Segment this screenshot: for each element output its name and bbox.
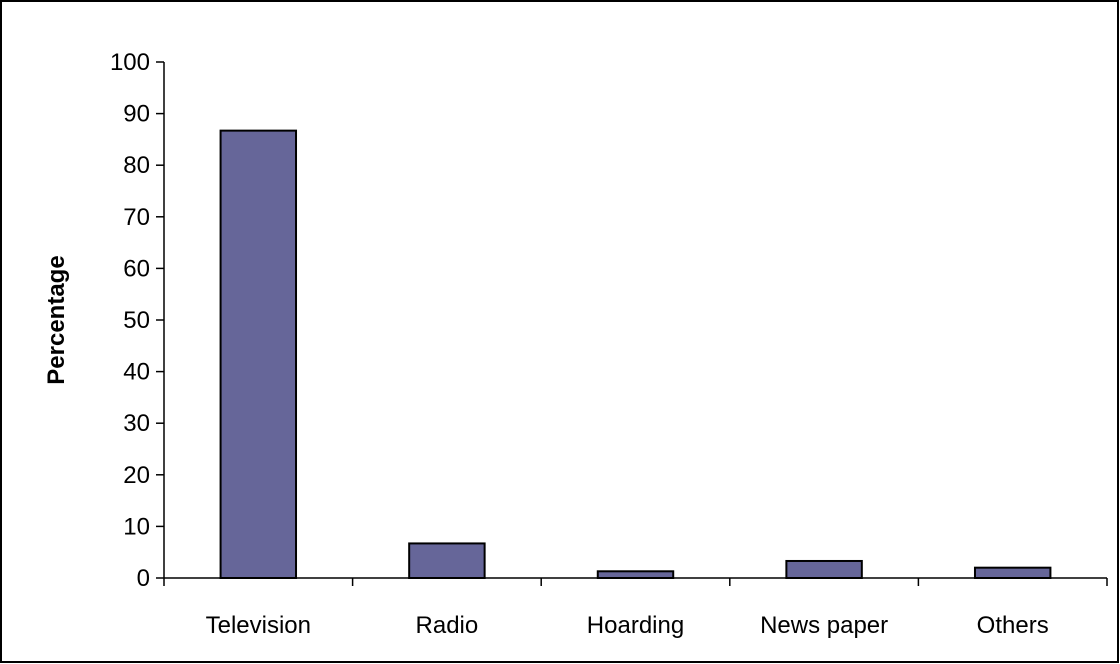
y-tick-label: 60	[123, 255, 150, 282]
bar-series	[219, 129, 1052, 580]
bar-news-paper	[785, 559, 863, 579]
bar-television	[219, 129, 298, 580]
x-category-label: News paper	[760, 612, 888, 639]
y-tick-label: 70	[123, 204, 150, 231]
y-tick-label: 0	[137, 565, 150, 592]
y-axis-ticks: 0 10 20 30 40 50 60 70 80 90 100	[110, 49, 164, 592]
y-tick-label: 80	[123, 152, 150, 179]
x-category-label: Hoarding	[587, 612, 684, 639]
y-tick-label: 90	[123, 101, 150, 128]
y-tick-label: 50	[123, 307, 150, 334]
y-tick-label: 40	[123, 359, 150, 386]
bar-others	[973, 566, 1052, 579]
y-tick-label: 30	[123, 410, 150, 437]
y-tick-label: 20	[123, 462, 150, 489]
bar-radio	[408, 542, 486, 579]
x-category-label: Radio	[416, 612, 479, 639]
bar-hoarding	[596, 570, 675, 579]
x-axis-labels: Television Radio Hoarding News paper Others	[206, 612, 1049, 639]
y-axis-title: Percentage	[43, 255, 70, 384]
x-category-label: Television	[206, 612, 311, 639]
x-category-label: Others	[977, 612, 1049, 639]
y-tick-label: 10	[123, 513, 150, 540]
x-axis-ticks	[163, 578, 1108, 586]
y-tick-label: 100	[110, 49, 150, 76]
